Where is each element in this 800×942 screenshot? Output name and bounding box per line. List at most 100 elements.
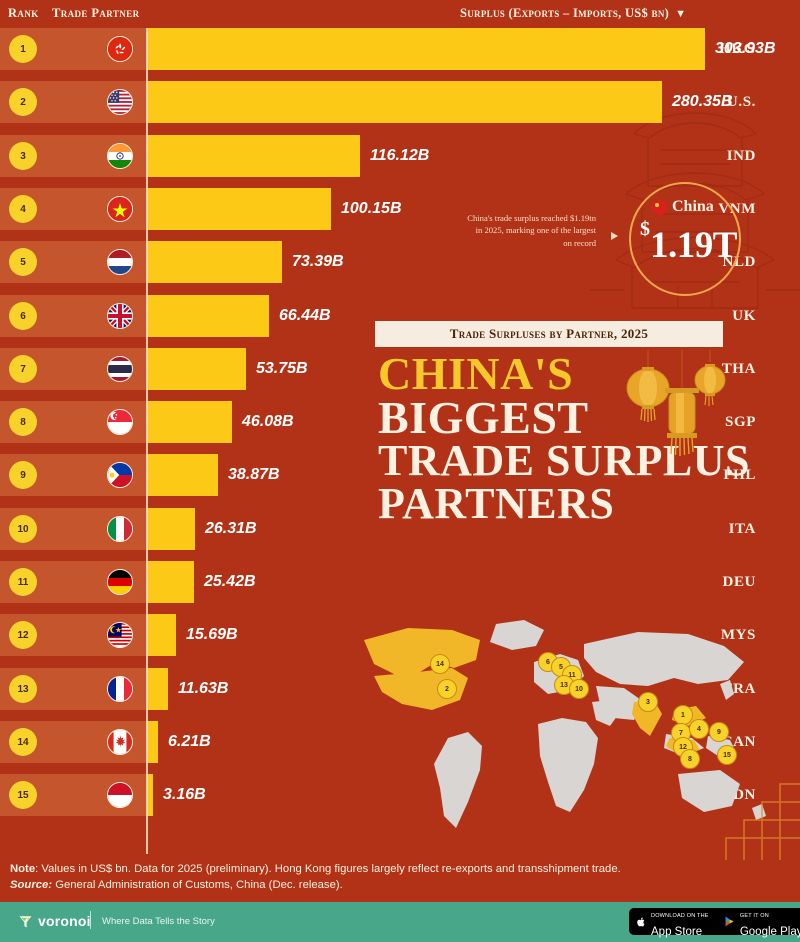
bar-value-label: 46.08B	[242, 413, 294, 430]
voronoi-logo[interactable]: voronoi	[18, 913, 91, 929]
country-code-label: IDN	[726, 786, 756, 803]
rank-badge: 5	[9, 248, 37, 276]
table-row[interactable]: 5 NLD 73.39B	[0, 241, 800, 283]
rank-badge: 1	[9, 35, 37, 63]
bar[interactable]	[147, 28, 705, 70]
google-play-large-label: Google Play	[739, 925, 800, 938]
bar-value-label: 11.63B	[178, 680, 229, 697]
table-row[interactable]: 12 MYS 15.69B	[0, 614, 800, 656]
table-row[interactable]: 7 THA 53.75B	[0, 348, 800, 390]
column-header-trade-partner: Trade Partner	[52, 6, 140, 20]
main-title: CHINA'S BIGGEST TRADE SURPLUS PARTNERS	[378, 348, 778, 525]
flag-icon-id	[107, 782, 133, 808]
bar[interactable]	[147, 668, 168, 710]
title-line-3: TRADE SURPLUS	[378, 436, 751, 486]
flag-icon-my	[107, 622, 133, 648]
bar[interactable]	[147, 81, 662, 123]
bar[interactable]	[147, 348, 246, 390]
flag-icon-fr	[107, 676, 133, 702]
flag-icon-us	[107, 89, 133, 115]
country-code-label: MYS	[720, 626, 756, 643]
table-row[interactable]: 14 CAN 6.21B	[0, 721, 800, 763]
table-row[interactable]: 9 PHL 38.87B	[0, 454, 800, 496]
google-play-text: GET IT ON Google Play	[740, 904, 800, 940]
brand-divider	[90, 911, 91, 929]
flag-icon-it	[107, 516, 133, 542]
flag-icon-nl	[107, 249, 133, 275]
bar[interactable]	[147, 614, 176, 656]
table-row[interactable]: 2 U.S. 280.35B	[0, 81, 800, 123]
brand-tagline: Where Data Tells the Story	[102, 916, 215, 927]
bar[interactable]	[147, 135, 360, 177]
country-code-label: FRA	[723, 680, 756, 697]
rank-badge: 10	[9, 515, 37, 543]
column-header-rank: Rank	[8, 6, 39, 20]
country-code-label: DEU	[722, 573, 756, 590]
title-line-1: CHINA'S	[378, 348, 574, 399]
rank-badge: 4	[9, 195, 37, 223]
flag-icon-ca	[107, 729, 133, 755]
bar[interactable]	[147, 508, 195, 550]
country-code-label: UK	[732, 307, 756, 324]
country-code-label: CAN	[721, 733, 756, 750]
flag-icon-de	[107, 569, 133, 595]
table-row[interactable]: 10 ITA 26.31B	[0, 508, 800, 550]
table-row[interactable]: 11 DEU 25.42B	[0, 561, 800, 603]
country-code-label: HKG	[719, 40, 756, 57]
table-row[interactable]: 8 SGP 46.08B	[0, 401, 800, 443]
table-row[interactable]: 3 IND 116.12B	[0, 135, 800, 177]
bar[interactable]	[147, 561, 194, 603]
bar-value-label: 280.35B	[672, 93, 733, 110]
app-store-small-label: Download on the	[651, 912, 709, 919]
currency-symbol: $	[640, 218, 650, 240]
country-code-label: SGP	[725, 413, 756, 430]
footnote-source-label: Source:	[10, 879, 53, 892]
china-flag-icon	[652, 199, 667, 215]
bar[interactable]	[147, 401, 232, 443]
flag-icon-th	[107, 356, 133, 382]
country-code-label: ITA	[728, 520, 756, 537]
flag-icon-vn	[107, 196, 133, 222]
rank-badge: 9	[9, 461, 37, 489]
bar-value-label: 25.42B	[204, 573, 256, 590]
bar[interactable]	[147, 454, 218, 496]
column-header-surplus-label: Surplus (Exports – Imports, US$ bn)	[460, 6, 670, 20]
china-callout-circle	[629, 182, 741, 296]
sort-descending-icon[interactable]: ▼	[675, 8, 687, 20]
table-row[interactable]: 13 FRA 11.63B	[0, 668, 800, 710]
table-row[interactable]: 1 HKG 303.93B	[0, 28, 800, 70]
bar[interactable]	[147, 774, 153, 816]
footnote: Note: Values in US$ bn. Data for 2025 (p…	[10, 861, 630, 894]
bar-value-label: 38.87B	[228, 466, 280, 483]
bar-value-label: 26.31B	[205, 520, 257, 537]
china-callout-value: $1.19T	[640, 218, 737, 267]
column-header-surplus[interactable]: Surplus (Exports – Imports, US$ bn) ▼	[460, 6, 686, 21]
title-eyebrow-label: Trade Surpluses by Partner, 2025	[449, 326, 649, 341]
rank-badge: 11	[9, 568, 37, 596]
app-store-text: Download on the App Store	[651, 904, 719, 940]
china-callout-amount: 1.19T	[650, 225, 737, 266]
flag-icon-hk	[107, 36, 133, 62]
table-row[interactable]: 15 IDN 3.16B	[0, 774, 800, 816]
country-code-label: IND	[726, 147, 756, 164]
china-callout-note: China's trade surplus reached $1.19tn in…	[467, 213, 596, 248]
bar-value-label: 66.44B	[279, 307, 331, 324]
bar[interactable]	[147, 241, 282, 283]
chart-baseline-axis	[146, 28, 148, 854]
bar[interactable]	[147, 295, 269, 337]
app-store-badge[interactable]: Download on the App Store	[629, 908, 727, 938]
country-code-label: THA	[721, 360, 756, 377]
country-code-label: U.S.	[726, 93, 756, 110]
table-row[interactable]: 4 VNM 100.15B	[0, 188, 800, 230]
table-header: Rank Trade Partner Surplus (Exports – Im…	[0, 0, 800, 28]
bar[interactable]	[147, 721, 158, 763]
table-row[interactable]: 6 UK 66.44B	[0, 295, 800, 337]
title-line-2: BIGGEST	[378, 392, 589, 444]
bar[interactable]	[147, 188, 331, 230]
bar-chart: 1 HKG 303.93B 2 U.S. 280.35B 3 IND 116.12B 4 VNM 10…	[0, 28, 800, 854]
rank-badge: 14	[9, 728, 37, 756]
title-eyebrow: Trade Surpluses by Partner, 2025	[375, 321, 723, 347]
google-play-badge[interactable]: GET IT ON Google Play	[717, 908, 800, 938]
bar-value-label: 116.12B	[370, 147, 430, 164]
bar-value-label: 53.75B	[256, 360, 308, 377]
